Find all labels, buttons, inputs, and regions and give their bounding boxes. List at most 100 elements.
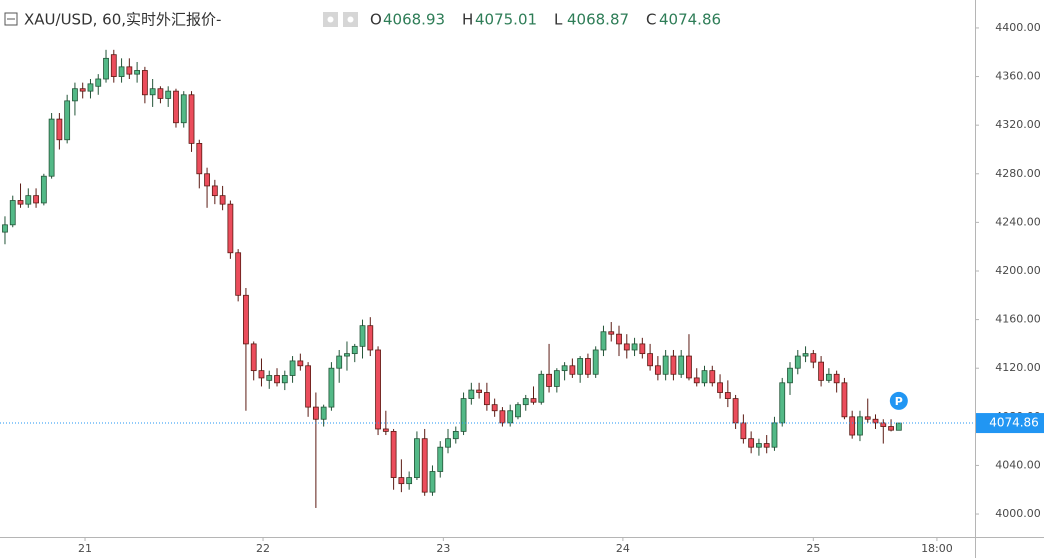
last-price-box: [976, 413, 1044, 434]
candle-body: [64, 100, 71, 141]
candle-body: [103, 57, 109, 80]
candle-body: [483, 392, 490, 406]
candle-body: [717, 382, 723, 393]
candle-body: [825, 373, 832, 381]
collapse-icon[interactable]: [4, 12, 18, 26]
candle-body: [421, 438, 428, 493]
candle-body: [33, 195, 39, 204]
candle-body: [40, 175, 47, 204]
candle-body: [577, 358, 584, 375]
candle-body: [592, 349, 599, 375]
candle-body: [460, 398, 467, 432]
candle-body: [250, 343, 257, 372]
candle-body: [445, 438, 451, 448]
candle-body: [872, 418, 879, 424]
candle-body: [390, 430, 397, 478]
candle-body: [429, 471, 436, 493]
candle-body: [258, 370, 265, 379]
candle-body: [134, 70, 141, 75]
candle-body: [382, 428, 389, 432]
candle-body: [243, 294, 249, 345]
candle-body: [87, 83, 94, 92]
candle-body: [406, 477, 413, 485]
candle-body: [173, 90, 179, 124]
candle-body: [95, 78, 102, 87]
candle-body: [118, 66, 125, 77]
candle-body: [678, 355, 685, 375]
candle-body: [794, 355, 801, 369]
candle-body: [507, 410, 514, 424]
candle-body: [841, 382, 848, 418]
ohlc-letter: C: [646, 11, 656, 29]
y-tick-label: 4160.00: [995, 313, 1041, 326]
candle-body: [802, 353, 809, 357]
candle-body: [530, 398, 537, 403]
x-tick-label: 25: [806, 542, 820, 555]
candle-body: [756, 443, 762, 448]
y-tick-label: 4120.00: [995, 361, 1041, 374]
candle-body: [180, 94, 187, 124]
candle-body: [274, 375, 280, 384]
candle-body: [312, 406, 319, 420]
ohlc-value: 4068.93: [383, 11, 445, 29]
candle-body: [810, 353, 817, 363]
candle-body: [141, 70, 148, 96]
candle-body: [72, 88, 78, 102]
candle-body: [17, 200, 24, 205]
candle-body: [297, 360, 304, 367]
candle-body: [623, 343, 630, 351]
candle-body: [818, 361, 825, 381]
candle-body: [880, 422, 887, 427]
ohlc-letter: O: [370, 11, 382, 29]
candle-body: [476, 389, 483, 393]
candle-body: [196, 142, 203, 175]
candle-body: [701, 370, 708, 384]
candle-body: [126, 66, 133, 75]
candle-body: [344, 353, 350, 357]
ohlc-letter: H: [462, 11, 473, 29]
candle-body: [437, 446, 444, 472]
candle-body: [608, 331, 615, 335]
candle-body: [546, 373, 552, 387]
candle-body: [639, 343, 646, 355]
ohlc-value: 4074.86: [659, 11, 721, 29]
last-price-label: 4074.86: [989, 416, 1039, 430]
candle-body: [849, 416, 856, 436]
candle-body: [499, 410, 506, 424]
candle-body: [616, 333, 622, 345]
icon-dot: [327, 16, 334, 23]
candle-body: [732, 398, 739, 424]
p-marker-label: P: [895, 395, 903, 408]
candle-body: [452, 430, 459, 440]
candle-body: [771, 422, 778, 448]
y-tick-label: 4000.00: [995, 507, 1041, 520]
candle-body: [631, 343, 638, 351]
candle-body: [48, 118, 55, 177]
x-tick-label: 22: [256, 542, 270, 555]
x-tick-label: 21: [78, 542, 92, 555]
candle-body: [165, 90, 172, 99]
candle-body: [515, 404, 521, 418]
candle-body: [79, 88, 86, 92]
y-tick-label: 4040.00: [995, 458, 1041, 471]
candle-body: [857, 416, 863, 436]
candle-body: [359, 325, 366, 347]
candle-body: [693, 377, 700, 384]
candle-body: [724, 392, 731, 399]
ohlc-value: 4068.87: [567, 11, 629, 29]
candle-body: [227, 203, 234, 254]
candle-body: [219, 195, 226, 205]
y-tick-label: 4240.00: [995, 215, 1041, 228]
candle-body: [320, 406, 327, 420]
x-tick-label: 23: [436, 542, 450, 555]
candle-body: [110, 54, 117, 77]
candle-body: [211, 185, 218, 197]
ohlc-value: 4075.01: [475, 11, 537, 29]
candle-body: [888, 426, 894, 431]
candle-body: [779, 382, 786, 424]
candle-body: [367, 325, 374, 351]
candle-body: [157, 88, 164, 99]
candle-body: [9, 200, 16, 226]
candle-body: [585, 358, 591, 375]
candle-body: [647, 353, 654, 367]
